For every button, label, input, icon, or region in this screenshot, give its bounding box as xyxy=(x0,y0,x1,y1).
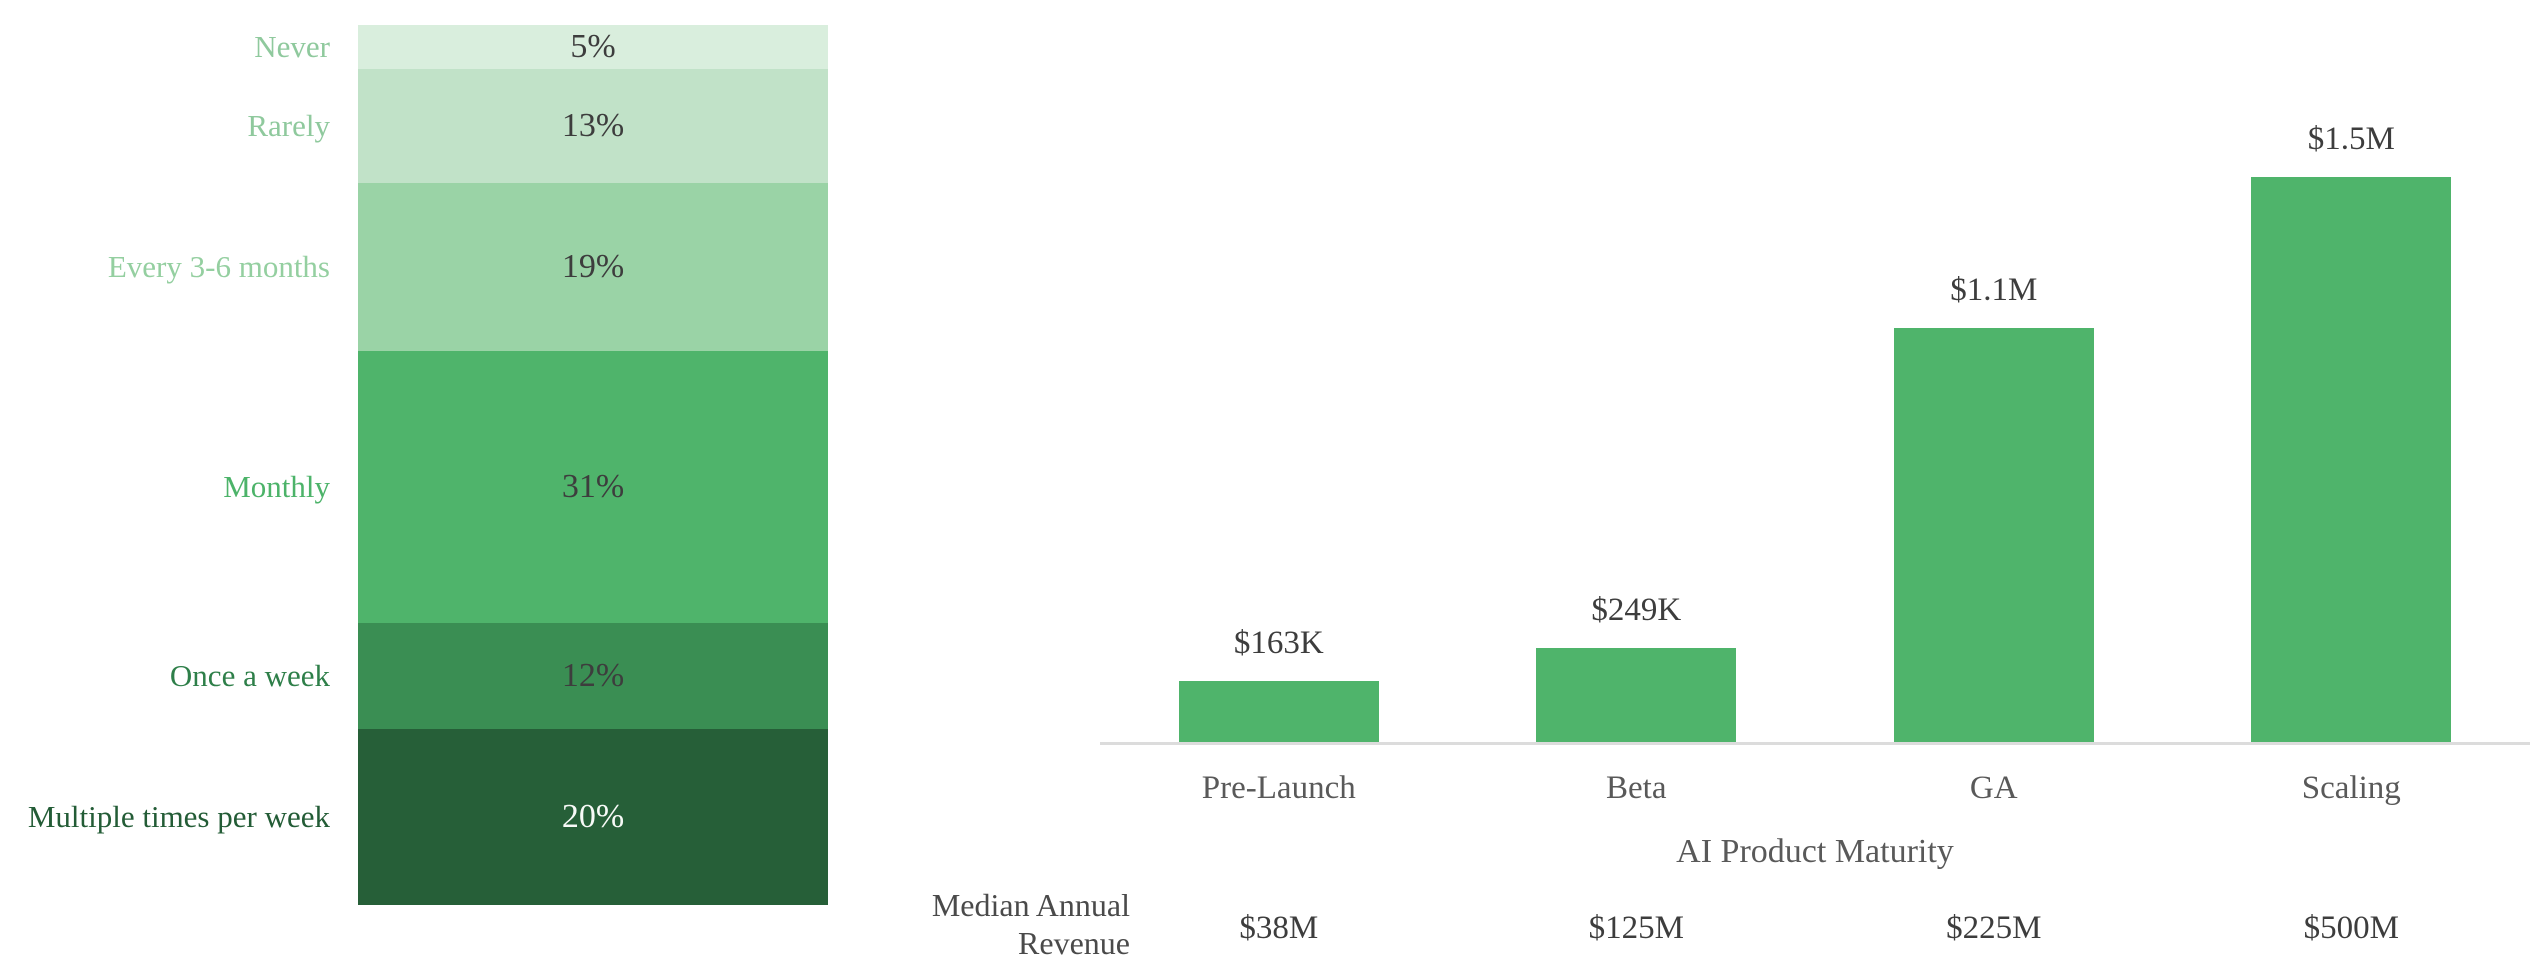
x-axis-title: AI Product Maturity xyxy=(1676,833,1954,870)
revenue-value: $225M xyxy=(1946,910,2042,946)
stack-category-label: Monthly xyxy=(223,468,330,504)
stack-segment: 13% xyxy=(358,69,828,184)
stack-row: Every 3-6 months 19% xyxy=(0,183,828,351)
stack-segment: 20% xyxy=(358,728,828,905)
bar-value-label: $1.5M xyxy=(2307,121,2395,157)
stack-segment: 12% xyxy=(358,623,828,729)
stack-row: Rarely 13% xyxy=(0,69,828,184)
stack-row: Multiple times per week 20% xyxy=(0,728,828,905)
x-category-label: Pre-Launch xyxy=(1201,770,1356,806)
bar-value-label: $1.1M xyxy=(1950,272,2038,308)
stack-segment: 31% xyxy=(358,350,828,624)
revenue-value: $38M xyxy=(1239,910,1319,946)
x-category-label: Scaling xyxy=(2301,770,2401,806)
bar-beta xyxy=(1536,648,1737,742)
bar-pre-launch xyxy=(1178,681,1379,742)
x-axis-line xyxy=(1100,742,2530,745)
revenue-value: $125M xyxy=(1588,910,1684,946)
stacked-frequency-chart: Never 5% Rarely 13% Every 3-6 months 19% Month… xyxy=(0,25,828,905)
stack-category-label: Never xyxy=(254,28,330,64)
stack-category-label: Once a week xyxy=(169,657,330,693)
stack-segment: 19% xyxy=(358,183,828,351)
bar-value-label: $163K xyxy=(1233,625,1324,661)
stack-category-label: Rarely xyxy=(247,107,330,143)
x-category-label: GA xyxy=(1969,770,2018,806)
bar-ga xyxy=(1893,328,2094,742)
stack-category-label: Multiple times per week xyxy=(27,798,330,834)
stack-row: Monthly 31% xyxy=(0,350,828,624)
revenue-value: $500M xyxy=(2303,910,2399,946)
revenue-row-label: Median Annual Revenue xyxy=(931,887,1130,961)
stack-row: Never 5% xyxy=(0,25,828,69)
stack-row: Once a week 12% xyxy=(0,623,828,729)
bar-scaling xyxy=(2251,177,2452,742)
stack-category-label: Every 3-6 months xyxy=(107,248,330,284)
stack-segment: 5% xyxy=(358,25,828,69)
bar-value-label: $249K xyxy=(1591,592,1682,628)
x-category-label: Beta xyxy=(1606,770,1667,806)
